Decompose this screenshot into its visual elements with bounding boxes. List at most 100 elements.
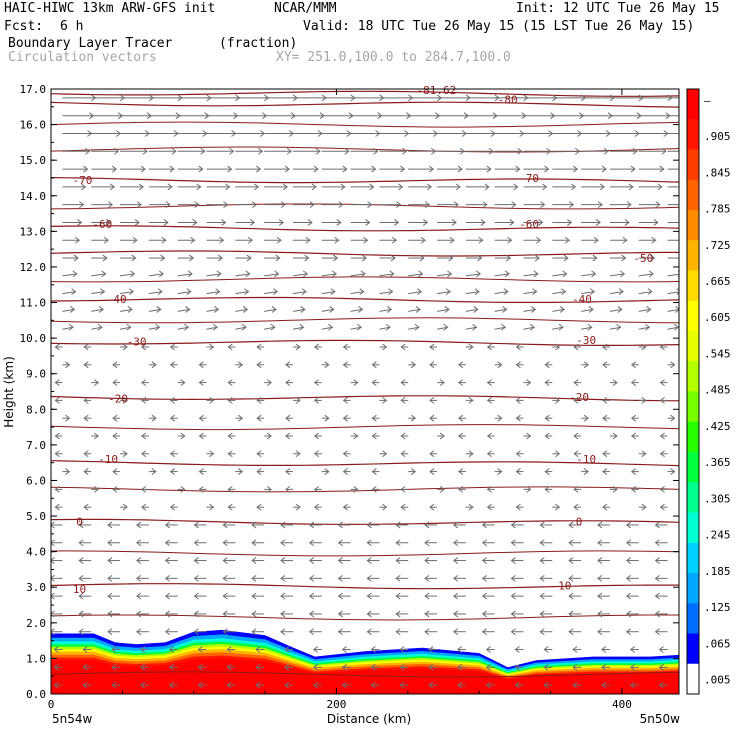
vector-head — [373, 147, 379, 155]
vector-head — [449, 236, 455, 244]
vector-shaft — [206, 326, 218, 330]
vector-shaft — [379, 308, 392, 312]
vector-head — [266, 485, 272, 493]
vector-head — [659, 450, 665, 458]
vector-head — [382, 396, 388, 404]
vector-shaft — [494, 291, 508, 295]
vector-shaft — [552, 273, 567, 277]
vector-head — [526, 432, 532, 440]
vector-head — [82, 646, 88, 653]
contour-label: -40 — [107, 293, 127, 306]
vector-head — [395, 539, 401, 547]
vector-head — [526, 485, 532, 493]
vector-head — [112, 485, 118, 493]
vector-head — [366, 521, 372, 529]
vector-head — [455, 183, 461, 191]
colorbar-label: .005 — [704, 674, 731, 687]
vector-head — [628, 183, 634, 191]
vector-head — [366, 628, 372, 636]
vector-head — [658, 646, 664, 653]
colorbar-label: .605 — [704, 311, 731, 324]
vector-head — [428, 165, 435, 173]
contour-label: -50 — [633, 252, 653, 265]
vector-head — [140, 681, 146, 689]
vector-shaft — [436, 326, 448, 330]
vector-head — [388, 288, 394, 296]
vector-head — [197, 646, 203, 653]
contour-labels: 10 10 0 0 -10 -10 -20 -20 -30 -30 -40 -40 -50 -60 -60 -… — [72, 84, 653, 596]
vector-head — [568, 574, 574, 582]
vector-head — [337, 539, 343, 547]
vector-shaft — [581, 273, 596, 277]
vector-head — [301, 288, 307, 296]
vector-head — [583, 414, 589, 422]
vector-head — [284, 681, 290, 689]
vector-head — [444, 306, 450, 313]
vector-shaft — [350, 273, 366, 277]
vector-head — [142, 147, 148, 155]
vector-head — [544, 485, 550, 493]
vector-shaft — [292, 273, 308, 277]
vector-head — [247, 236, 254, 244]
vector-head — [141, 450, 147, 458]
vector-head — [599, 183, 605, 191]
vector-head — [193, 539, 199, 547]
vector-head — [501, 323, 507, 331]
contour-line — [51, 583, 679, 590]
vector-head — [136, 201, 142, 209]
vector-head — [141, 503, 147, 511]
y-axis-title: Height (km) — [2, 356, 16, 427]
vector-head — [659, 485, 665, 493]
vector-head — [164, 628, 170, 636]
vector-head — [193, 610, 199, 618]
vector-head — [453, 521, 459, 529]
colorbar: .005 .065 .125 .185 .245 .305 .365 .425 .485 .545… — [686, 88, 731, 695]
contour-line-minor — [51, 276, 679, 283]
vector-head — [602, 414, 608, 422]
vector-head — [474, 288, 480, 296]
vector-head — [221, 219, 227, 226]
vector-head — [256, 396, 262, 404]
vector-head — [544, 414, 550, 422]
y-tick-label: 11.0 — [20, 297, 47, 310]
vector-head — [168, 663, 174, 671]
vector-head — [400, 343, 406, 351]
vector-head — [371, 379, 377, 387]
vector-head — [453, 539, 459, 547]
vector-head — [429, 343, 435, 351]
vector-head — [336, 219, 342, 226]
vector-head — [622, 236, 628, 244]
vector-head — [529, 323, 535, 331]
vector-shaft — [62, 308, 75, 312]
vector-head — [353, 485, 359, 493]
vector-head — [274, 270, 280, 278]
vector-head — [428, 681, 434, 689]
vector-head — [597, 557, 603, 564]
vector-head — [337, 574, 343, 582]
vector-head — [256, 343, 262, 351]
vector-head — [531, 306, 537, 313]
vector-shaft — [292, 308, 305, 312]
vector-shaft — [235, 326, 247, 330]
vector-head — [151, 414, 157, 422]
vector-head — [430, 147, 437, 155]
vector-head — [238, 414, 244, 422]
vector-head — [97, 323, 103, 331]
vector-head — [280, 539, 286, 547]
vector-head — [54, 432, 60, 440]
vector-head — [193, 592, 199, 600]
init-time: Init: 12 UTC Tue 26 May 15 — [516, 1, 720, 16]
colorbar-label: .365 — [704, 456, 731, 469]
colorbar-label: .305 — [704, 492, 731, 505]
vector-head — [280, 201, 286, 209]
vector-head — [568, 557, 574, 564]
vector-head — [573, 343, 579, 351]
field1-name: Boundary Layer Tracer — [8, 36, 173, 51]
contour-label: -60 — [519, 218, 539, 231]
vector-shaft — [91, 291, 105, 295]
contour-line-minor — [51, 424, 679, 431]
vector-head — [127, 306, 133, 313]
vector-head — [370, 646, 376, 653]
vector-head — [112, 379, 118, 387]
vector-head — [313, 503, 320, 511]
